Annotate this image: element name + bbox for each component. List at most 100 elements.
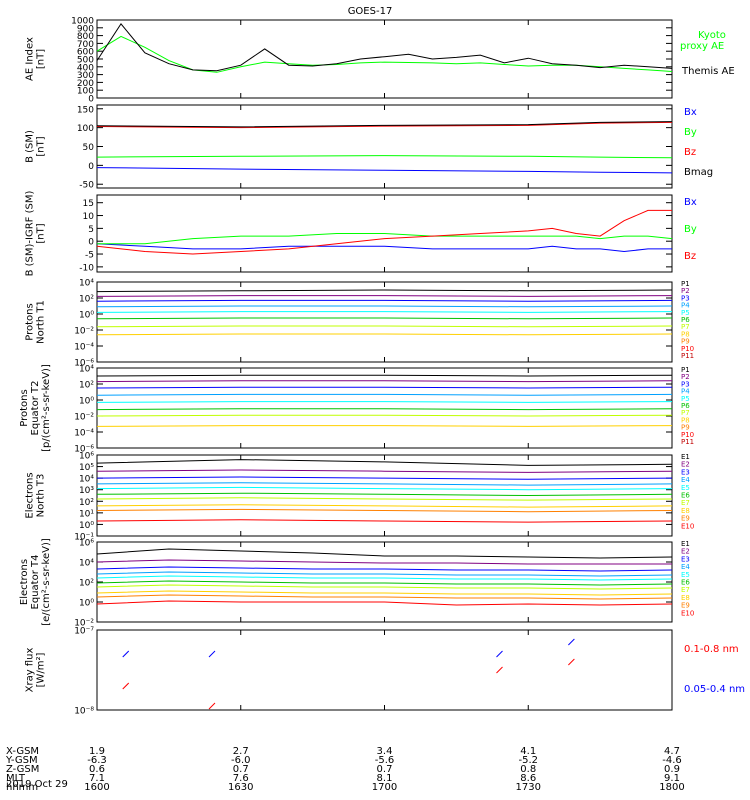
series-line (96, 497, 673, 501)
legend-entry: P2 (681, 287, 690, 295)
series-line (96, 393, 673, 396)
y-axis-label: Electrons (19, 559, 30, 605)
y-axis-label: Electrons (25, 472, 36, 518)
series-line (96, 590, 673, 596)
ephemeris-value: 2.7 (232, 746, 249, 757)
y-axis-label: B (SM)-IGRF (SM) (25, 191, 36, 277)
series-line (96, 325, 673, 328)
series-line (96, 600, 673, 606)
legend-entry: 0.05-0.4 nm (684, 684, 745, 695)
legend-entry: P11 (681, 438, 694, 446)
series-line (96, 571, 673, 577)
y-tick-label: 10⁻² (74, 327, 94, 337)
legend-entry: Kyoto proxy AE (680, 30, 726, 52)
ephemeris-value: 1700 (371, 782, 398, 793)
legend-entry: E8 (681, 507, 690, 515)
legend-entry: E1 (681, 453, 690, 461)
y-tick-label: 10⁻² (74, 413, 94, 423)
y-tick-label: 10⁰ (79, 311, 94, 321)
y-tick-label: 10 (83, 212, 95, 222)
panel-frame (96, 629, 673, 711)
ephemeris-value: 7.1 (89, 773, 105, 784)
legend-entry: E4 (681, 563, 690, 571)
ephemeris-row-label: MLT (6, 773, 25, 784)
y-tick-label: 100 (77, 124, 94, 134)
legend-entry: E3 (681, 468, 690, 476)
legend-entry: P3 (681, 294, 690, 302)
y-axis-label: [nT] (36, 136, 47, 156)
legend-entry: Bz (684, 147, 696, 158)
series-line (96, 508, 673, 513)
series-line (96, 317, 673, 320)
series-line (96, 519, 673, 523)
legend-entry: E2 (681, 548, 690, 556)
ephemeris-value: 0.8 (520, 764, 537, 775)
legend-entry: P5 (681, 395, 690, 403)
panel-frame (96, 19, 673, 99)
legend-entry: E2 (681, 461, 690, 469)
y-tick-label: 10⁴ (79, 279, 94, 289)
y-tick-label: -5 (85, 251, 94, 261)
panel-frame (96, 541, 673, 623)
y-tick-label: 10⁻⁶ (74, 359, 94, 369)
data-point (122, 650, 130, 658)
series-line (97, 233, 673, 245)
y-axis-label: B (SM) (25, 130, 36, 163)
ephemeris-value: 3.4 (376, 746, 393, 757)
series-line (96, 559, 672, 565)
series-line (96, 482, 673, 486)
y-tick-label: 50 (83, 143, 95, 153)
legend-entry: P4 (681, 302, 690, 310)
y-tick-label: 10² (79, 579, 94, 589)
ephemeris-value: 9.1 (664, 773, 680, 784)
ephemeris-value: 1730 (515, 782, 541, 793)
y-tick-label: 500 (77, 56, 94, 66)
y-tick-label: 10⁻⁴ (74, 429, 94, 439)
y-tick-label: 400 (77, 63, 94, 73)
y-tick-label: 10⁴ (79, 365, 94, 375)
ephemeris-row-label: hhmm (6, 782, 39, 793)
legend-entry: E8 (681, 594, 690, 602)
legend-entry: E7 (681, 586, 690, 594)
y-axis-label: [p/(cm²-s-sr-keV)] (41, 364, 52, 452)
ephemeris-value: 0.7 (232, 764, 249, 775)
data-point (208, 702, 216, 710)
plot-title: GOES-17 (348, 6, 393, 17)
y-tick-label: 10⁻¹ (74, 533, 94, 543)
y-axis-label: North T1 (36, 300, 47, 344)
ephemeris-row-label: Z-GSM (6, 764, 40, 775)
y-tick-label: -10 (79, 263, 94, 273)
data-point (122, 682, 130, 690)
series-line (96, 492, 673, 497)
series-line (96, 486, 673, 491)
series-line (96, 575, 673, 581)
legend-entry: P2 (681, 373, 690, 381)
series-line (96, 504, 673, 508)
y-tick-label: 10⁴ (79, 475, 94, 485)
legend-entry: E5 (681, 571, 690, 579)
ephemeris-value: -5.2 (518, 755, 539, 766)
ephemeris-value: 4.7 (664, 746, 680, 757)
y-axis-label: [W/m²] (36, 652, 47, 687)
ephemeris-value: -6.0 (230, 755, 251, 766)
legend-entry: Bz (684, 251, 696, 262)
legend-entry: By (684, 127, 697, 138)
y-axis-label: Equator T4 (30, 555, 41, 610)
y-tick-label: -50 (79, 181, 94, 191)
series-line (96, 401, 673, 403)
legend-entry: E3 (681, 555, 690, 563)
y-tick-label: 10⁰ (79, 397, 94, 407)
series-line (96, 548, 673, 559)
y-tick-label: 10³ (79, 486, 94, 496)
series-line (96, 580, 673, 586)
legend-entry: P6 (681, 402, 690, 410)
legend-entry: By (684, 224, 697, 235)
data-point (568, 638, 575, 646)
series-line (96, 476, 673, 480)
series-line (96, 295, 673, 297)
y-tick-label: 5 (88, 225, 94, 235)
series-line (96, 209, 672, 255)
y-tick-label: 10⁰ (79, 599, 94, 609)
legend-entry: P8 (681, 416, 690, 424)
series-line (96, 333, 673, 336)
